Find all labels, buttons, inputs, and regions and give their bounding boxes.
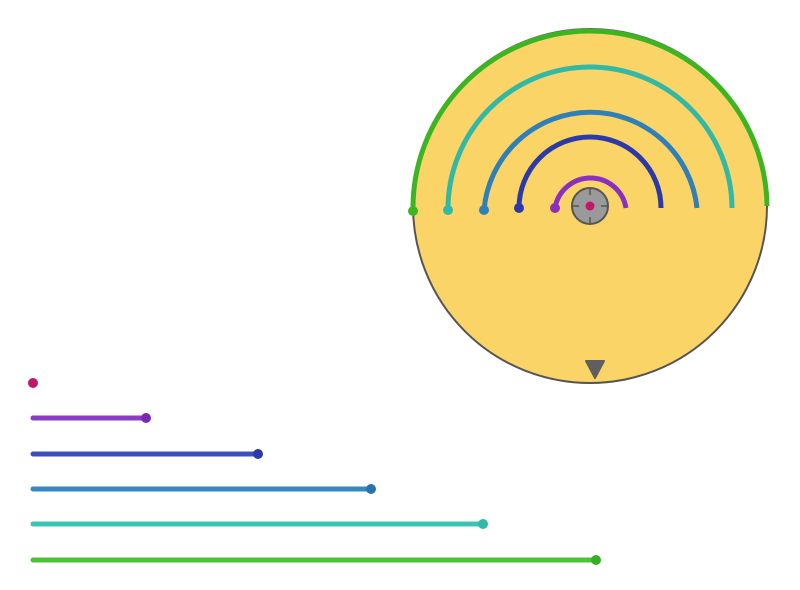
hub-center bbox=[585, 201, 595, 211]
arc-blue bbox=[481, 109, 700, 211]
bar-end-green bbox=[591, 555, 601, 565]
bar-dot-magenta bbox=[28, 378, 38, 388]
arc-teal bbox=[445, 64, 735, 211]
arc-end-green bbox=[408, 206, 418, 216]
length-bars bbox=[28, 378, 601, 565]
bar-end-purple bbox=[141, 413, 151, 423]
arc-green bbox=[410, 28, 770, 211]
arc-end-blue bbox=[479, 205, 489, 215]
arc-end-teal bbox=[443, 205, 453, 215]
pointer bbox=[585, 360, 605, 379]
arc-end-dark-blue bbox=[514, 203, 524, 213]
arc-purple bbox=[552, 175, 629, 209]
dial bbox=[408, 28, 770, 384]
bar-end-teal bbox=[478, 519, 488, 529]
arc-dark-blue bbox=[516, 134, 664, 209]
bar-end-blue bbox=[366, 484, 376, 494]
bar-end-dark-blue bbox=[253, 449, 263, 459]
arc-end-purple bbox=[550, 203, 560, 213]
